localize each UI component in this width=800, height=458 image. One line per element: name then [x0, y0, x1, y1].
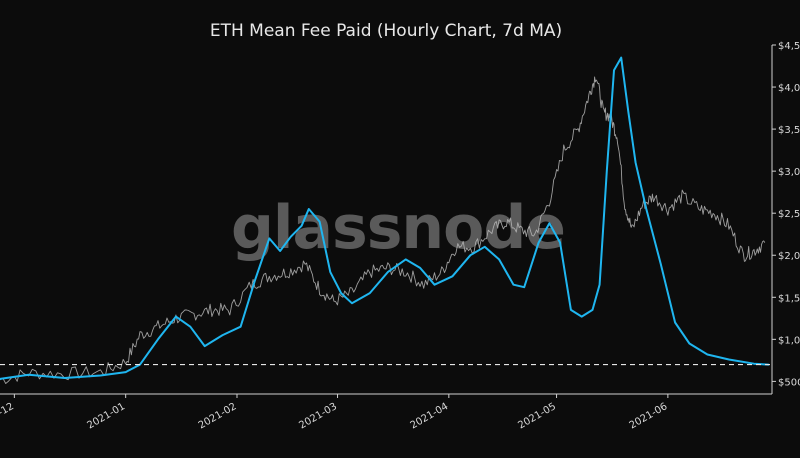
x-tick-label: 2021-01 — [85, 401, 127, 431]
y-tick-label: $3,5 — [778, 125, 800, 136]
x-tick-label: 2020-12 — [0, 401, 16, 431]
x-tick-label: 2021-04 — [409, 401, 451, 431]
y-tick-label: $4,5 — [778, 41, 800, 52]
y-tick-label: $3,0 — [778, 167, 800, 178]
y-tick-label: $1,0 — [778, 335, 800, 346]
y-tick-label: $1,5 — [778, 293, 800, 304]
y-tick-label: $2,0 — [778, 251, 800, 262]
y-tick-label: $2,5 — [778, 209, 800, 220]
eth-price-line — [0, 76, 766, 384]
x-tick-label: 2021-03 — [297, 401, 339, 431]
glassnode-watermark: glassnode — [231, 193, 565, 263]
mean-fee-ma-line — [0, 56, 770, 380]
chart-title: ETH Mean Fee Paid (Hourly Chart, 7d MA) — [210, 21, 562, 41]
x-tick-label: 2021-02 — [197, 401, 239, 431]
y-tick-label: $500 — [778, 377, 800, 388]
x-tick-label: 2021-06 — [628, 401, 670, 431]
x-tick-label: 2021-05 — [516, 401, 558, 431]
y-tick-label: $4,0 — [778, 83, 800, 94]
